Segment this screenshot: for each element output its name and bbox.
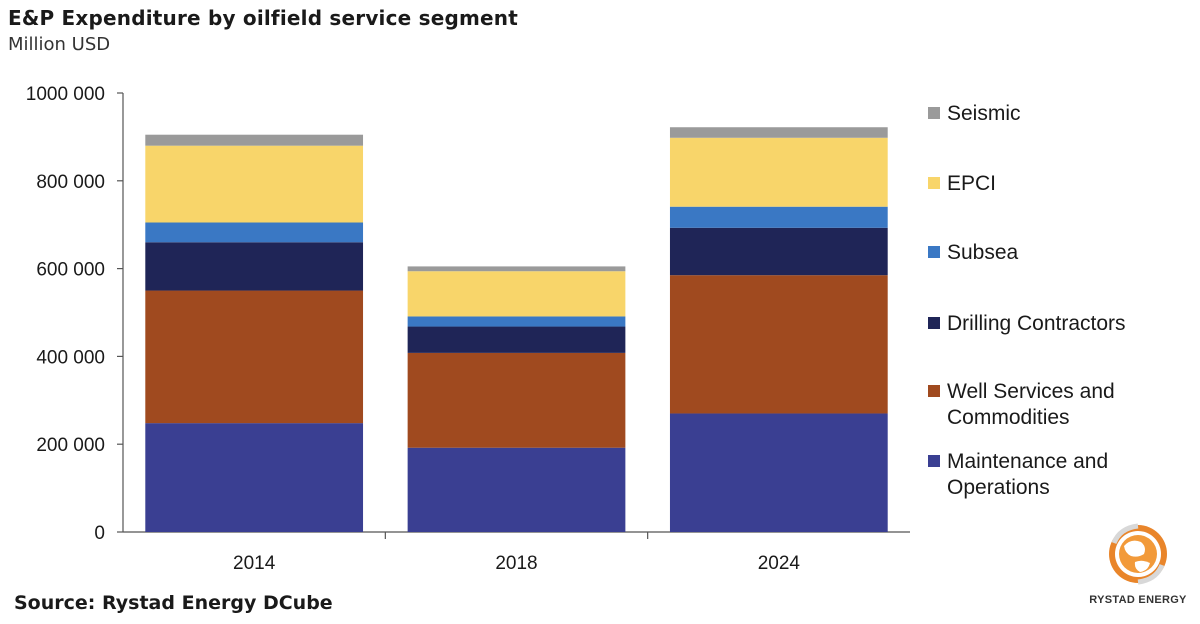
bar-segment-2018-drilling-contractors [407, 326, 626, 353]
brand-name: RYSTAD ENERGY [1089, 594, 1187, 606]
x-tick-label-2018: 2018 [495, 553, 537, 574]
legend-label-epci: EPCI [947, 172, 996, 195]
x-tick-label-2024: 2024 [758, 553, 801, 574]
bar-segment-2024-drilling-contractors [669, 227, 888, 276]
legend-swatch-drilling-contractors [928, 317, 940, 329]
bar-segment-2024-epci [669, 137, 888, 207]
y-tick-label: 400 000 [36, 347, 105, 368]
x-tick-labels: 2014 2018 2024 [233, 553, 800, 574]
chart-subtitle: Million USD [8, 34, 111, 55]
source-note: Source: Rystad Energy DCube [14, 592, 333, 614]
bar-segment-2018-well-services-and-commodities [407, 352, 626, 448]
legend-label-subsea: Subsea [947, 241, 1019, 264]
y-tick-label: 0 [94, 523, 105, 544]
legend-swatch-epci [928, 177, 940, 189]
bar-segment-2014-subsea [145, 222, 364, 243]
bar-segment-2024-seismic [669, 127, 888, 138]
chart-title: E&P Expenditure by oilfield service segm… [8, 6, 518, 30]
chart-legend: Seismic EPCI Subsea Drilling Contractors Wel… [928, 102, 1126, 499]
y-tick-label: 1000 000 [26, 84, 105, 105]
bar-segment-2014-maintenance-and-operations [145, 423, 364, 532]
y-tick-label: 200 000 [36, 435, 105, 456]
bar-segment-2018-seismic [407, 266, 626, 272]
bar-segment-2018-subsea [407, 316, 626, 327]
bar-segment-2014-seismic [145, 134, 364, 146]
y-tick-label: 800 000 [36, 172, 105, 193]
globe-logo-icon [1109, 523, 1167, 585]
y-tick-labels: 0 200 000 400 000 600 000 800 000 1000 000 [26, 84, 105, 544]
bar-segment-2024-subsea [669, 206, 888, 228]
legend-swatch-seismic [928, 107, 940, 119]
legend-swatch-well-services-and-commodities [928, 385, 940, 397]
legend-swatch-subsea [928, 246, 940, 258]
legend-label-maintenance-and-operations: Maintenance and Operations [947, 450, 1108, 499]
legend-label-drilling-contractors: Drilling Contractors [947, 312, 1126, 335]
bar-segment-2018-maintenance-and-operations [407, 447, 626, 532]
y-tick-label: 600 000 [36, 260, 105, 281]
bar-segment-2024-well-services-and-commodities [669, 275, 888, 414]
bar-segment-2014-epci [145, 145, 364, 223]
bar-segment-2014-well-services-and-commodities [145, 290, 364, 424]
bar-segment-2018-epci [407, 271, 626, 317]
bar-segment-2024-maintenance-and-operations [669, 413, 888, 532]
bar-segment-2014-drilling-contractors [145, 242, 364, 291]
chart-bars [145, 127, 888, 532]
legend-label-seismic: Seismic [947, 102, 1021, 125]
x-tick-label-2014: 2014 [233, 553, 276, 574]
legend-swatch-maintenance-and-operations [928, 455, 940, 467]
legend-label-well-services-and-commodities: Well Services and Commodities [947, 380, 1115, 429]
